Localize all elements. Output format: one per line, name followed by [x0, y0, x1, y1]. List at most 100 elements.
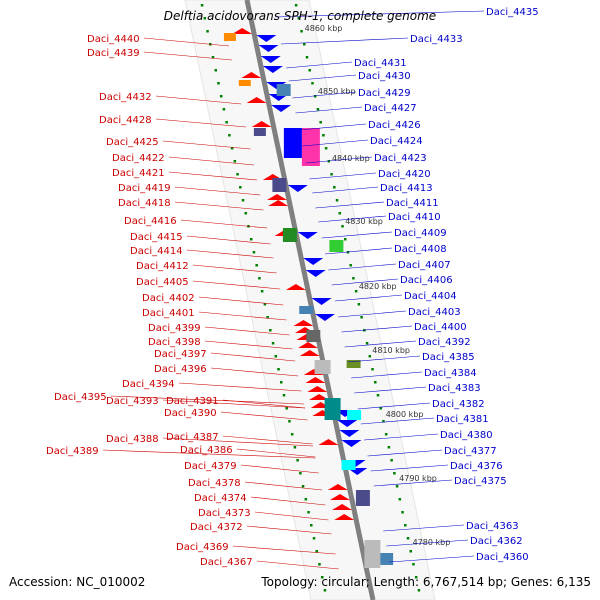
scale-tick: [288, 420, 291, 423]
right-leader-line: [373, 479, 453, 487]
scale-tick: [390, 459, 393, 462]
left-gene-label: Daci_4378: [188, 478, 241, 489]
left-gene-label: Daci_4425: [106, 137, 159, 148]
left-leader-line: [168, 171, 258, 181]
right-gene-label: Daci_4423: [374, 153, 427, 164]
forward-gene-arrow: [305, 377, 326, 383]
right-gene-label: Daci_4406: [400, 275, 453, 286]
left-gene-label: Daci_4372: [190, 522, 243, 533]
scale-tick: [406, 537, 410, 540]
scale-tick: [360, 316, 363, 319]
scale-tick: [249, 238, 253, 241]
right-leader-line: [299, 123, 367, 131]
scale-tick: [349, 264, 352, 267]
right-leader-line: [275, 10, 485, 18]
forward-gene-arrow: [298, 342, 319, 348]
scale-label: 4800 kbp: [386, 410, 424, 419]
left-gene-label: Daci_4415: [130, 232, 183, 243]
scale-label: 4830 kbp: [345, 217, 383, 226]
scale-tick: [203, 17, 207, 20]
reverse-gene-arrow: [287, 185, 308, 192]
left-gene-label: Daci_4432: [99, 92, 152, 103]
left-leader-line: [244, 481, 323, 491]
right-gene-label: Daci_4411: [386, 198, 439, 209]
right-leader-line: [292, 91, 357, 99]
scale-tick: [293, 446, 297, 449]
right-gene-label: Daci_4429: [358, 88, 411, 99]
forward-gene-arrow: [299, 350, 320, 356]
left-leader-line: [178, 382, 302, 392]
right-leader-line: [347, 355, 421, 363]
left-leader-line: [204, 340, 293, 350]
gene-block: [347, 410, 362, 420]
scale-tick: [319, 121, 322, 124]
right-leader-line: [383, 524, 465, 532]
forward-gene-arrow: [327, 484, 348, 490]
right-gene-label: Daci_4433: [410, 34, 463, 45]
topology-text: Topology: circular; Length: 6,767,514 bp…: [261, 575, 591, 589]
left-leader-line: [210, 352, 296, 362]
right-leader-line: [386, 539, 469, 547]
right-gene-label: Daci_4362: [470, 536, 523, 547]
scale-tick: [357, 303, 361, 306]
right-leader-line: [280, 37, 409, 45]
scale-tick: [297, 17, 301, 20]
left-gene-label: Daci_4439: [87, 48, 140, 59]
scale-label: 4810 kbp: [372, 346, 410, 355]
scale-tick: [269, 329, 272, 332]
left-gene-label: Daci_4405: [136, 277, 189, 288]
gene-block: [379, 553, 394, 565]
left-leader-line: [210, 367, 299, 377]
left-leader-line: [110, 395, 305, 405]
gene-block: [276, 84, 291, 96]
right-leader-line: [325, 247, 393, 255]
scale-tick: [365, 342, 369, 345]
forward-gene-arrow: [267, 194, 287, 200]
forward-gene-arrow: [334, 514, 355, 520]
left-gene-label: Daci_4373: [198, 508, 251, 519]
scale-tick: [310, 524, 313, 527]
scale-tick: [233, 160, 237, 163]
right-leader-line: [357, 402, 431, 410]
right-leader-line: [338, 310, 407, 318]
forward-gene-arrow: [246, 97, 267, 103]
forward-gene-arrow: [268, 200, 289, 206]
left-gene-label: Daci_4414: [130, 246, 183, 257]
scale-tick: [323, 589, 327, 592]
right-leader-line: [305, 156, 373, 164]
right-leader-line: [364, 433, 439, 441]
scale-tick: [395, 485, 399, 488]
scale-label: 4860 kbp: [305, 24, 343, 33]
scale-tick: [414, 576, 418, 579]
left-gene-label: Daci_4418: [118, 198, 171, 209]
reverse-gene-arrow: [337, 420, 358, 427]
scale-tick: [379, 407, 382, 410]
forward-gene-arrow: [318, 439, 339, 445]
scale-tick: [299, 472, 302, 475]
reverse-gene-arrow: [297, 232, 318, 239]
left-gene-label: Daci_4394: [122, 379, 175, 390]
gene-block: [329, 240, 344, 252]
right-gene-label: Daci_4427: [364, 103, 417, 114]
scale-tick: [258, 277, 261, 280]
left-leader-line: [168, 156, 254, 166]
scale-tick: [371, 368, 374, 371]
forward-gene-arrow: [241, 72, 262, 78]
scale-tick: [282, 394, 286, 397]
right-gene-label: Daci_4392: [418, 337, 471, 348]
gene-block: [253, 128, 266, 136]
scale-tick: [214, 69, 217, 72]
left-leader-line: [220, 411, 308, 421]
left-leader-line: [162, 437, 313, 447]
left-gene-label: Daci_4396: [154, 364, 207, 375]
scale-tick: [376, 394, 380, 397]
scale-tick: [277, 368, 280, 371]
right-gene-label: Daci_4424: [370, 136, 423, 147]
scale-tick: [312, 537, 316, 540]
scale-tick: [244, 212, 248, 215]
accession-text: Accession: NC_010002: [9, 575, 146, 589]
scale-tick: [343, 238, 347, 241]
right-leader-line: [344, 340, 417, 348]
right-leader-line: [367, 449, 443, 457]
